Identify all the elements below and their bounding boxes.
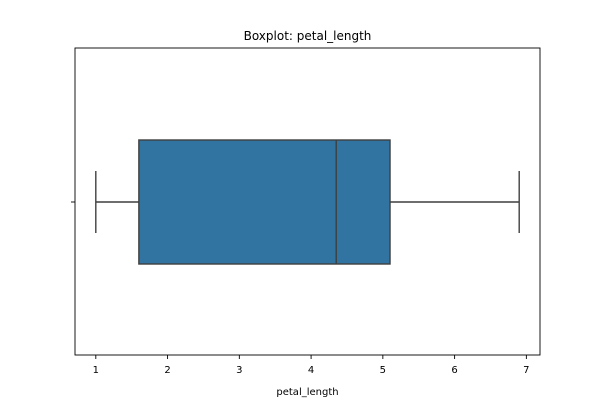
x-tick-label: 7: [523, 365, 529, 376]
x-axis-label: petal_length: [276, 387, 338, 398]
x-tick-label: 4: [308, 365, 314, 376]
x-tick-label: 3: [236, 365, 242, 376]
x-tick-label: 6: [451, 365, 457, 376]
x-tick-label: 5: [380, 365, 386, 376]
x-tick-label: 2: [164, 365, 170, 376]
chart-title: Boxplot: petal_length: [244, 29, 372, 43]
iqr-box: [138, 139, 391, 265]
plot-frame: [74, 47, 541, 356]
x-tick-label: 1: [93, 365, 99, 376]
